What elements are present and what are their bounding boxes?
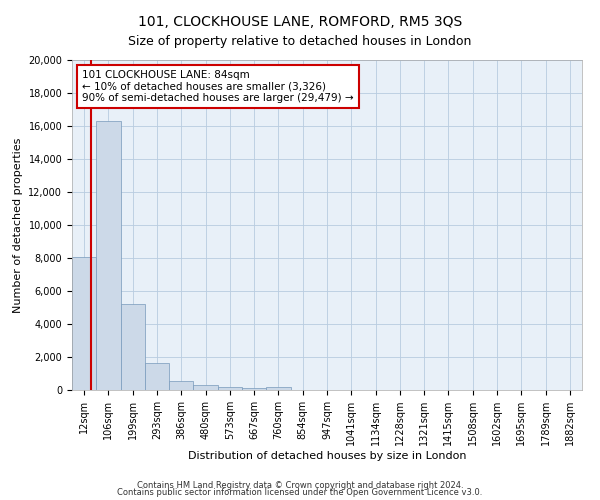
Bar [72, 257, 96, 390]
Bar [193, 385, 218, 390]
Bar [121, 304, 145, 390]
Bar [266, 386, 290, 390]
Bar [169, 381, 193, 390]
Y-axis label: Number of detached properties: Number of detached properties [13, 138, 23, 312]
Bar [145, 363, 169, 390]
Text: Contains public sector information licensed under the Open Government Licence v3: Contains public sector information licen… [118, 488, 482, 497]
Text: 101 CLOCKHOUSE LANE: 84sqm
← 10% of detached houses are smaller (3,326)
90% of s: 101 CLOCKHOUSE LANE: 84sqm ← 10% of deta… [82, 70, 354, 103]
Text: 101, CLOCKHOUSE LANE, ROMFORD, RM5 3QS: 101, CLOCKHOUSE LANE, ROMFORD, RM5 3QS [138, 15, 462, 29]
X-axis label: Distribution of detached houses by size in London: Distribution of detached houses by size … [188, 451, 466, 461]
Bar [242, 388, 266, 390]
Bar [96, 121, 121, 390]
Bar [218, 387, 242, 390]
Text: Contains HM Land Registry data © Crown copyright and database right 2024.: Contains HM Land Registry data © Crown c… [137, 480, 463, 490]
Text: Size of property relative to detached houses in London: Size of property relative to detached ho… [128, 35, 472, 48]
